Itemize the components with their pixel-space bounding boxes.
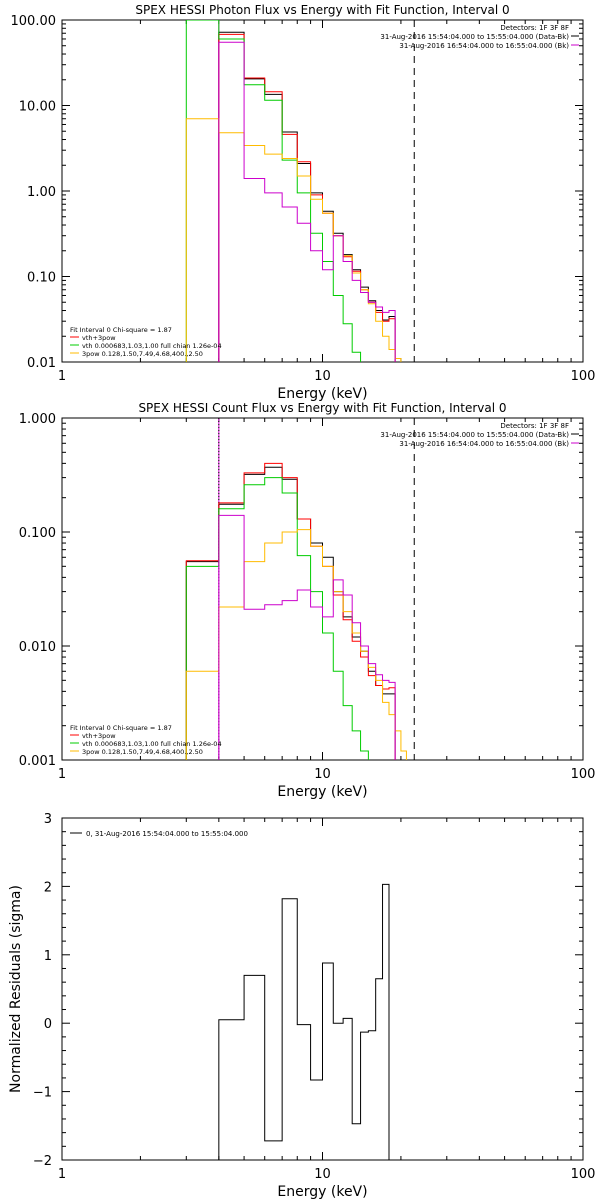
plot-title: SPEX HESSI Count Flux vs Energy with Fit… [138, 401, 506, 415]
x-axis-label: Energy (keV) [277, 1184, 367, 1200]
x-tick-label: 1 [58, 767, 66, 782]
fit-info-text: vth+3pow [82, 732, 116, 740]
fit-info-text: vth 0.000683,1.03,1.00 full chian 1.26e-… [82, 342, 222, 350]
series-step-line [218, 883, 390, 1160]
legend-header-text: 31-Aug-2016 15:54:04.000 to 15:55:04.000… [380, 431, 569, 439]
legend-text: 0, 31-Aug-2016 15:54:04.000 to 15:55:04.… [86, 830, 248, 838]
y-tick-label: 2 [44, 880, 52, 895]
x-tick-label: 1 [58, 369, 66, 384]
plot-frame [61, 19, 584, 363]
legend-header-text: Detectors: 1F 3F 8F [500, 24, 569, 32]
fit-info-text: vth+3pow [82, 334, 116, 342]
legend-header-text: 31-Aug-2016 16:54:04.000 to 16:55:04.000… [399, 42, 569, 50]
x-axis-label: Energy (keV) [277, 386, 367, 402]
fit-info-text: Fit Interval 0 Chi-square = 1.87 [70, 724, 172, 732]
series-step-line [185, 466, 396, 760]
y-axis-label: Normalized Residuals (sigma) [8, 885, 24, 1093]
series-group [185, 462, 407, 760]
fit-info-text: 3pow 0.128,1.50,7.49,4.68,400.,2.50 [82, 748, 203, 756]
y-tick-label: 0 [44, 1017, 52, 1032]
x-tick-label: 100 [571, 1167, 596, 1182]
series-group [218, 883, 390, 1160]
plot-title: SPEX HESSI Photon Flux vs Energy with Fi… [135, 3, 509, 17]
y-tick-label: 1.000 [19, 412, 56, 427]
y-tick-label: 0.100 [19, 526, 56, 541]
x-tick-label: 1 [58, 1167, 66, 1182]
y-tick-label: −1 [33, 1086, 52, 1101]
fit-info-text: vth 0.000683,1.03,1.00 full chian 1.26e-… [82, 740, 222, 748]
legend-header-text: 31-Aug-2016 15:54:04.000 to 15:55:04.000… [380, 33, 569, 41]
y-tick-label: 0.001 [19, 754, 56, 769]
y-tick-label: 100.00 [11, 14, 57, 29]
x-tick-label: 10 [314, 369, 331, 384]
y-tick-label: 0.10 [27, 271, 56, 286]
series-step-line [185, 462, 396, 760]
x-axis-label: Energy (keV) [277, 784, 367, 800]
y-tick-label: 3 [44, 812, 52, 827]
y-tick-label: 0.010 [19, 640, 56, 655]
y-tick-label: −2 [33, 1154, 52, 1169]
y-tick-label: 0.01 [27, 356, 56, 371]
series-step-line [218, 514, 396, 760]
legend-header-text: Detectors: 1F 3F 8F [500, 422, 569, 430]
series-group [185, 20, 402, 362]
series-step-line [185, 20, 362, 362]
series-step-line [218, 41, 396, 362]
x-tick-label: 100 [571, 767, 596, 782]
fit-info-text: 3pow 0.128,1.50,7.49,4.68,400.,2.50 [82, 350, 203, 358]
legend-header-text: 31-Aug-2016 16:54:04.000 to 16:55:04.000… [399, 440, 569, 448]
x-tick-label: 100 [571, 369, 596, 384]
plot-frame [61, 417, 584, 761]
x-tick-label: 10 [314, 1167, 331, 1182]
y-tick-label: 10.00 [19, 100, 56, 115]
series-step-line [185, 529, 407, 760]
x-tick-label: 10 [314, 767, 331, 782]
series-step-line [218, 31, 396, 362]
y-tick-label: 1.00 [27, 185, 56, 200]
series-step-line [185, 477, 369, 760]
fit-info-text: Fit Interval 0 Chi-square = 1.87 [70, 326, 172, 334]
y-tick-label: 1 [44, 949, 52, 964]
series-step-line [218, 33, 396, 362]
